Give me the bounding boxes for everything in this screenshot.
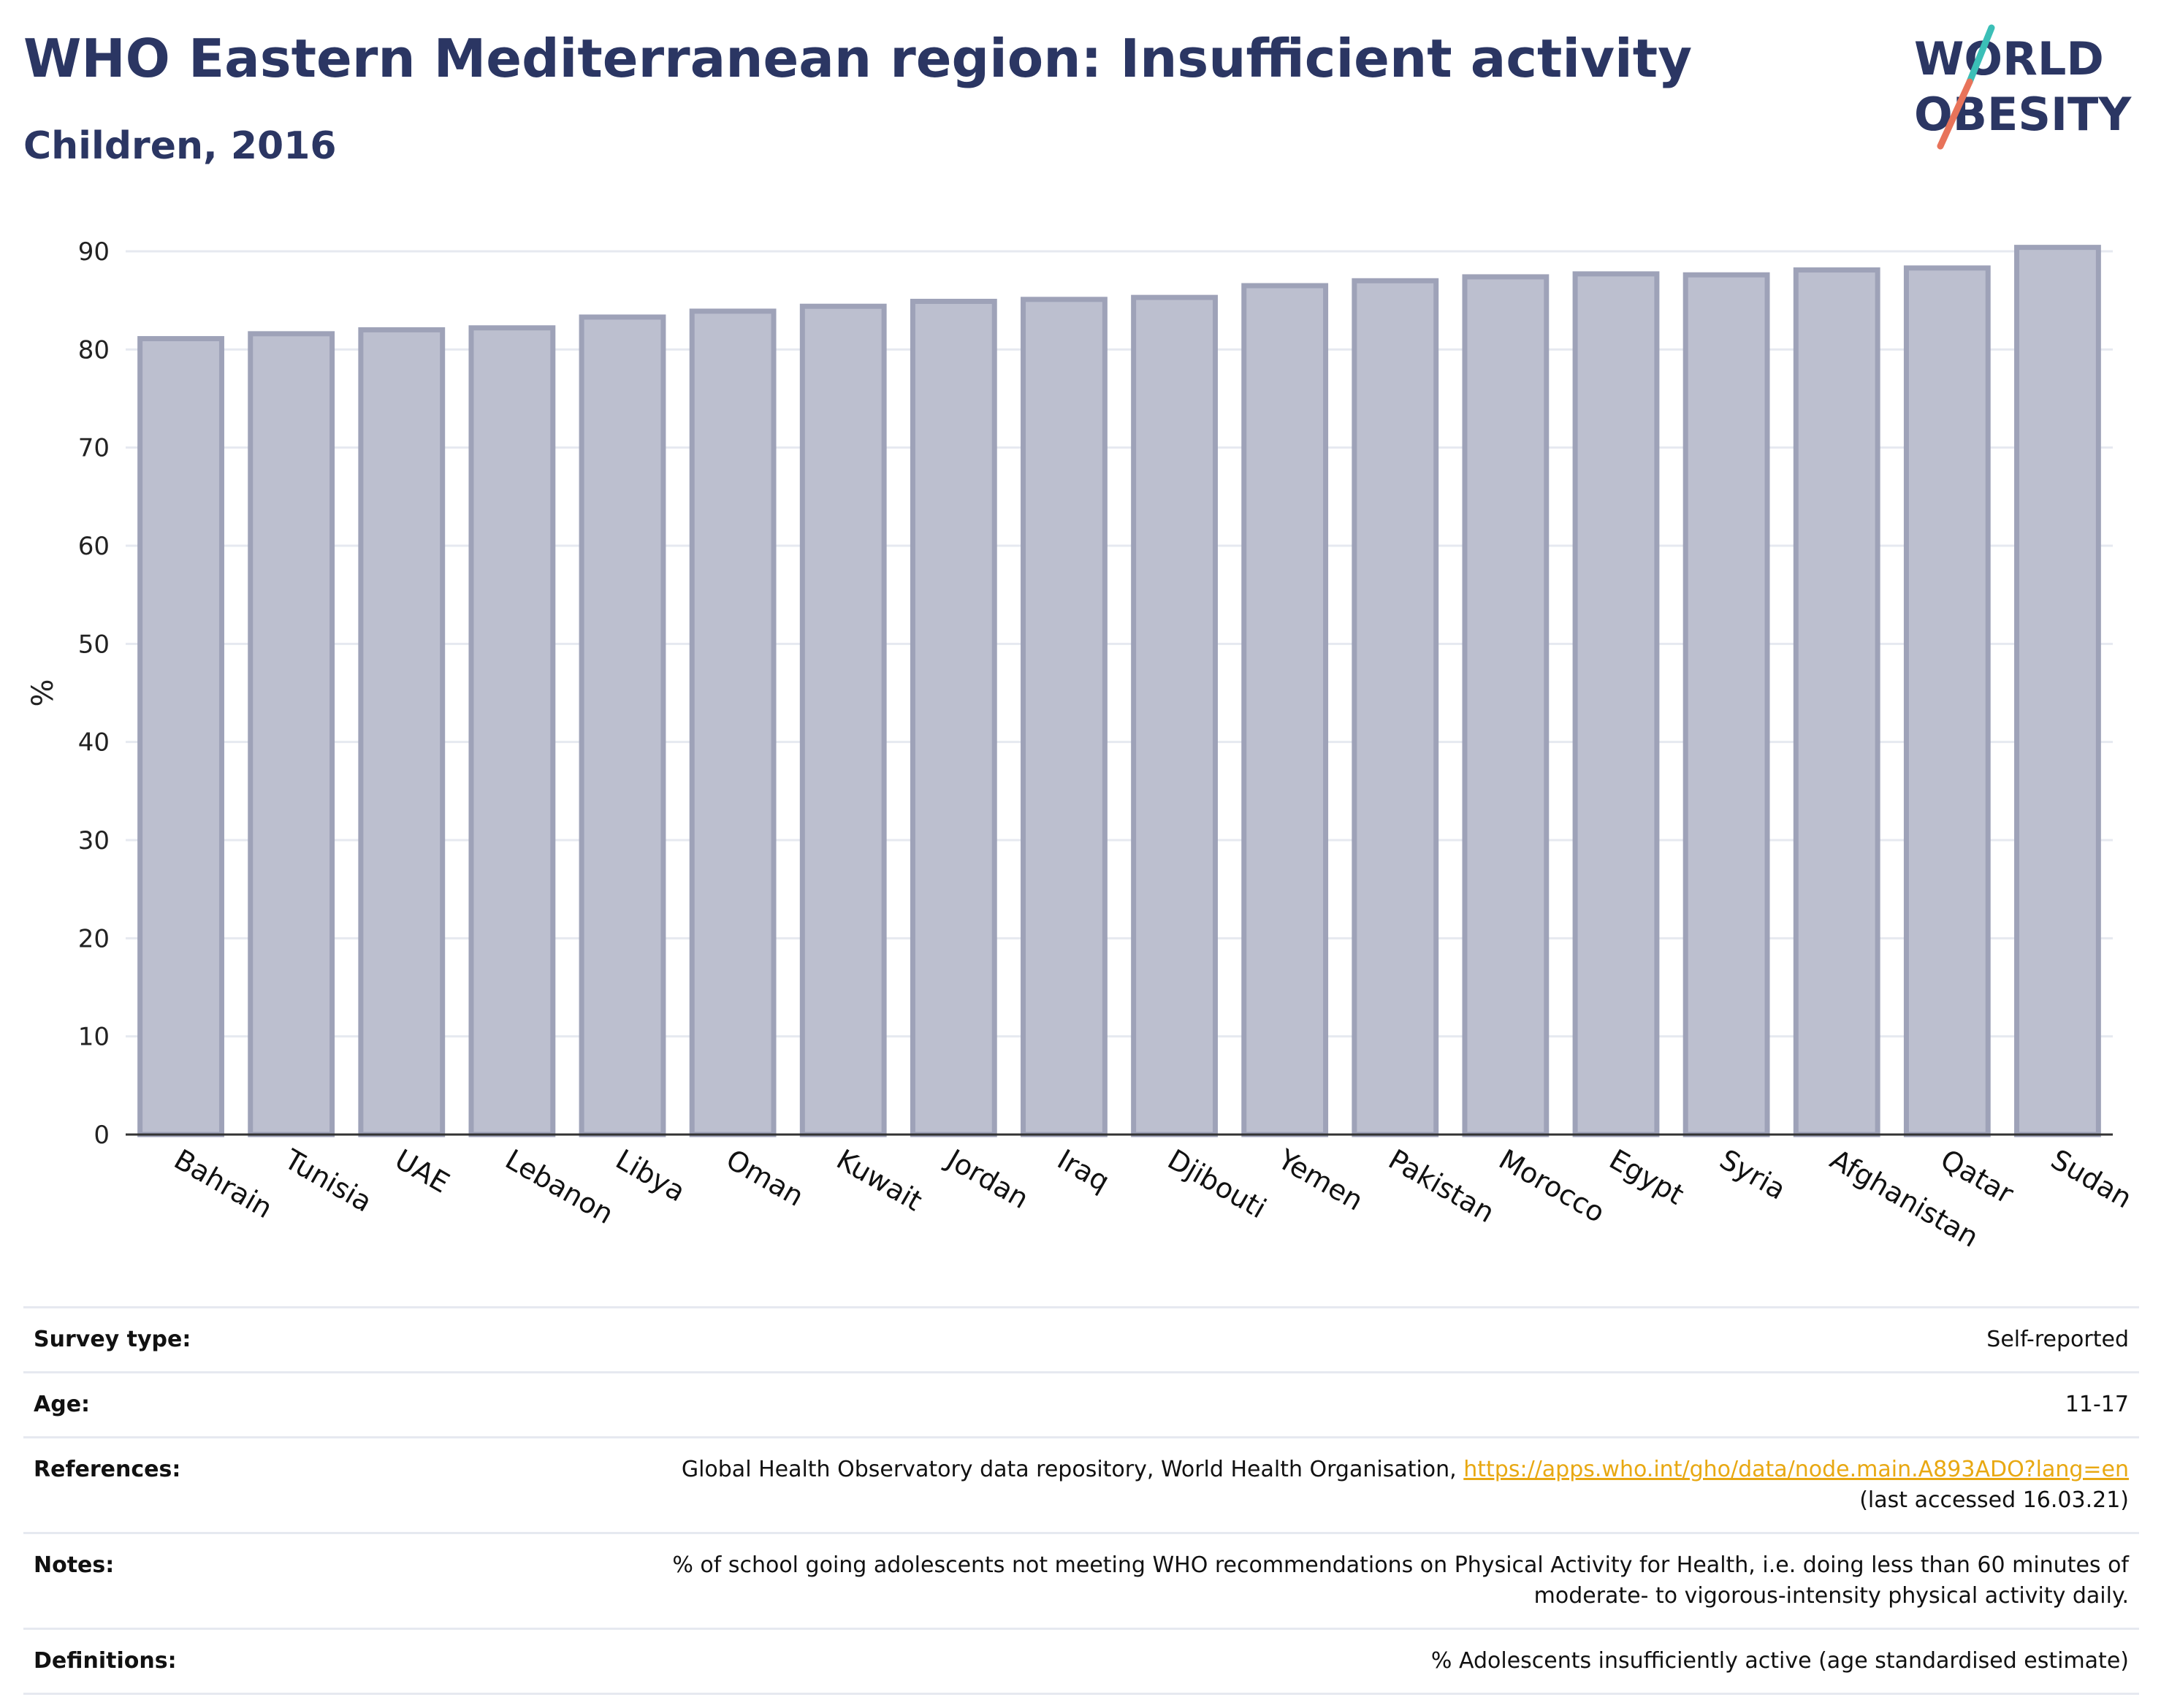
y-tick-label: 30	[78, 826, 110, 855]
bar	[1462, 274, 1550, 1137]
bar	[579, 314, 666, 1137]
x-tick-label: Morocco	[1493, 1143, 1610, 1229]
grid-lines	[126, 250, 2113, 1038]
bar	[1793, 267, 1880, 1137]
x-tick-label: Tunisia	[278, 1143, 377, 1219]
x-tick-label: Pakistan	[1383, 1143, 1500, 1229]
bar-chart: 0 10 20 30 40 50 60 70 80 90 Bahrain Tunisia UAE Leba…	[26, 237, 2138, 1254]
bar	[799, 303, 887, 1137]
references-link[interactable]: https://apps.who.int/gho/data/node.main.…	[1463, 1457, 2129, 1482]
bar	[1021, 297, 1108, 1137]
bar	[1352, 278, 1439, 1137]
y-tick-label: 90	[78, 237, 110, 267]
bar	[137, 336, 224, 1137]
bar	[2014, 245, 2101, 1137]
y-tick-label: 60	[78, 532, 110, 561]
x-tick-label: Kuwait	[831, 1143, 928, 1218]
bars	[137, 245, 2101, 1137]
y-tick-label: 0	[94, 1121, 110, 1150]
bar	[910, 299, 997, 1137]
age-label: Age:	[23, 1371, 351, 1438]
survey-type-label: Survey type:	[23, 1306, 351, 1373]
x-tick-label: Yemen	[1272, 1143, 1368, 1217]
y-tick-label: 50	[78, 630, 110, 659]
x-tick-label: UAE	[389, 1143, 454, 1200]
info-row-notes: Notes: % of school going adolescents not…	[23, 1532, 2139, 1629]
x-tick-label: Jordan	[940, 1143, 1034, 1216]
chart-title: WHO Eastern Mediterranean region: Insuff…	[23, 28, 1693, 89]
notes-label: Notes:	[23, 1532, 351, 1629]
bar	[1131, 294, 1218, 1137]
logo-slash-teal	[1966, 24, 1995, 85]
references-value: Global Health Observatory data repositor…	[351, 1436, 2139, 1533]
y-axis-title: %	[26, 679, 60, 706]
y-tick-label: 40	[78, 728, 110, 758]
survey-type-value: Self-reported	[351, 1306, 2139, 1373]
bar	[468, 325, 556, 1137]
info-row-survey-type: Survey type: Self-reported	[23, 1306, 2139, 1373]
bar	[1572, 271, 1660, 1137]
chart-subtitle: Children, 2016	[23, 124, 337, 168]
bar	[358, 327, 446, 1137]
references-text: Global Health Observatory data repositor…	[681, 1457, 1457, 1482]
x-tick-label: Djibouti	[1162, 1143, 1272, 1225]
bar	[689, 308, 777, 1137]
x-tick-label: Lebanon	[500, 1143, 619, 1230]
references-accessed: (last accessed 16.03.21)	[1859, 1487, 2129, 1513]
x-tick-label: Libya	[611, 1143, 691, 1208]
world-obesity-logo: WORLD OBESITY	[1914, 24, 2132, 150]
x-tick-label: Qatar	[1935, 1143, 2019, 1211]
definitions-value: % Adolescents insufficiently active (age…	[351, 1628, 2139, 1695]
notes-value: % of school going adolescents not meetin…	[351, 1532, 2139, 1629]
bar	[1241, 283, 1329, 1137]
notes-line1: % of school going adolescents not meetin…	[672, 1552, 2129, 1578]
logo-slash-red	[1937, 78, 1973, 150]
references-label: References:	[23, 1436, 351, 1533]
y-tick-label: 10	[78, 1023, 110, 1052]
age-value: 11-17	[351, 1371, 2139, 1438]
x-tick-label: Egypt	[1604, 1143, 1690, 1211]
logo-line2: OBESITY	[1914, 88, 2132, 141]
y-tick-label: 70	[78, 434, 110, 463]
bar	[1903, 265, 1991, 1137]
x-tick-label: Sudan	[2046, 1143, 2138, 1215]
y-tick-label: 20	[78, 924, 110, 953]
x-tick-label: Syria	[1715, 1143, 1791, 1206]
x-tick-label: Iraq	[1052, 1143, 1115, 1198]
info-table: Survey type: Self-reported Age: 11-17 Re…	[23, 1306, 2139, 1695]
notes-line2: moderate- to vigorous-intensity physical…	[1533, 1583, 2129, 1609]
x-tick-label: Oman	[721, 1143, 809, 1213]
definitions-label: Definitions:	[23, 1628, 351, 1695]
info-row-references: References: Global Health Observatory da…	[23, 1436, 2139, 1533]
bar	[248, 331, 335, 1137]
y-tick-label: 80	[78, 335, 110, 365]
x-tick-label: Bahrain	[169, 1143, 278, 1225]
info-row-age: Age: 11-17	[23, 1371, 2139, 1438]
info-row-definitions: Definitions: % Adolescents insufficientl…	[23, 1628, 2139, 1695]
logo-line1: WORLD	[1914, 32, 2104, 85]
bar	[1682, 272, 1770, 1137]
